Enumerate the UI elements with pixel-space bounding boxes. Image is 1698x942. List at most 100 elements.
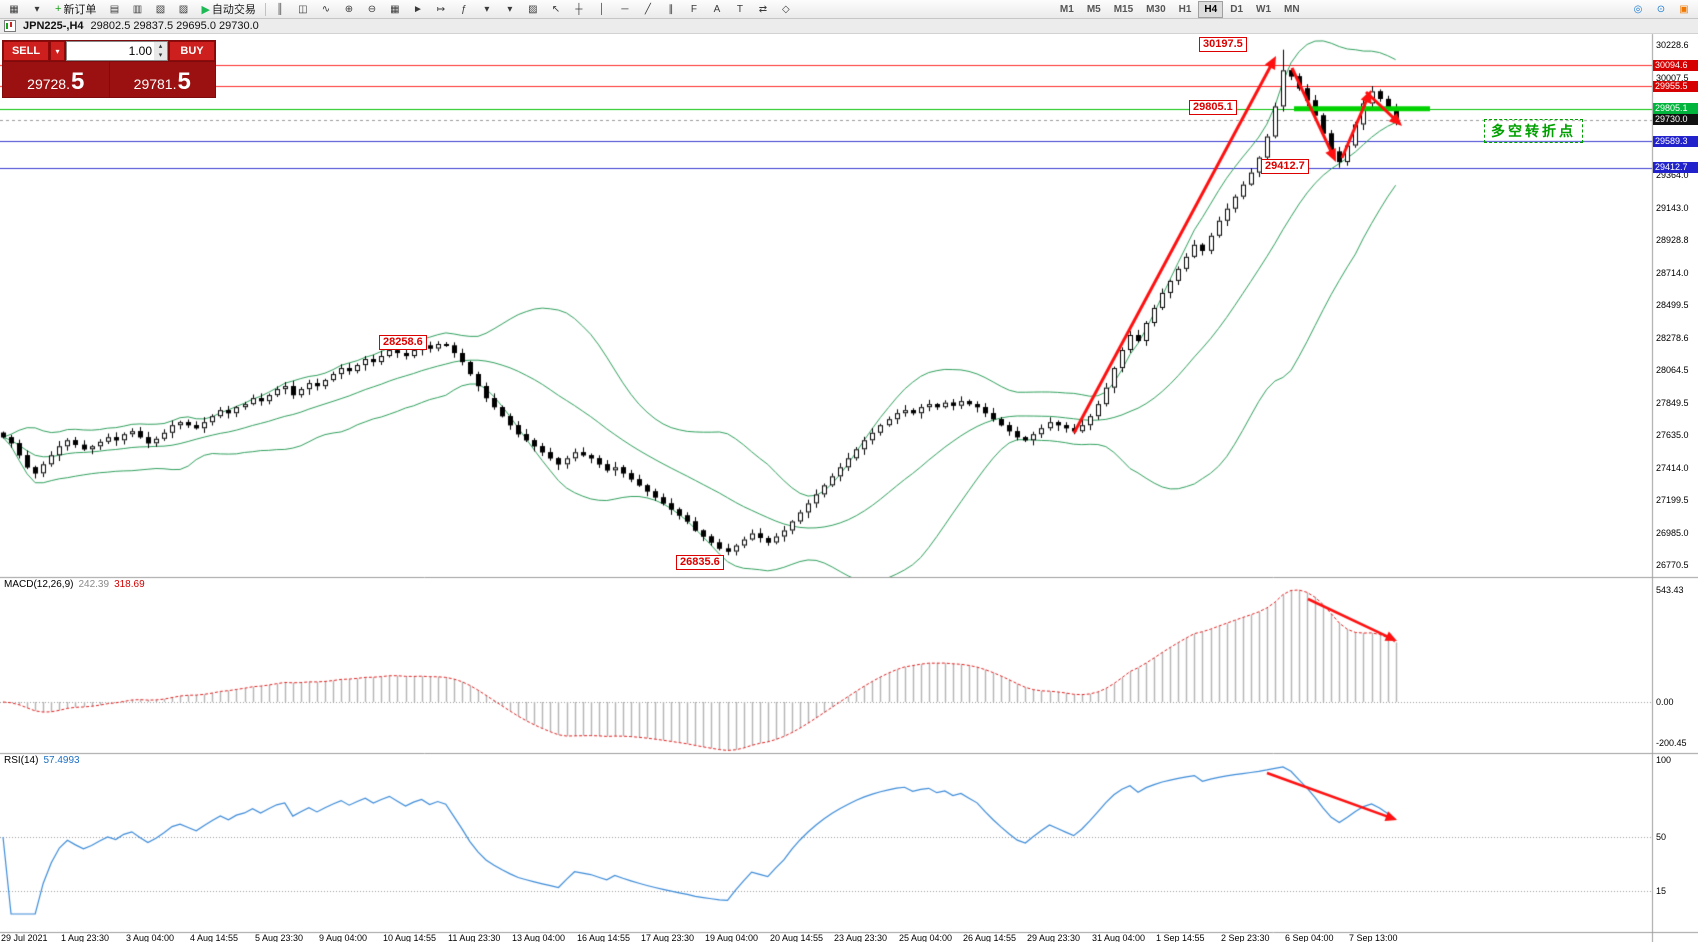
cursor-icon: ↖ [551, 3, 561, 15]
shapes-icon: ◇ [782, 3, 790, 15]
trendline-icon[interactable]: ╱ [637, 0, 659, 18]
volume-spinner: ▴ ▾ [154, 42, 167, 60]
candles-chart-icon[interactable]: ◫ [292, 0, 314, 18]
price-annotation-label[interactable]: 26835.6 [676, 555, 724, 570]
time-axis-label: 13 Aug 04:00 [512, 933, 566, 942]
price-tick-label: 26770.5 [1656, 560, 1689, 570]
autotrading-button-label: 自动交易 [211, 4, 256, 16]
turning-point-annotation[interactable]: 多空转折点 [1484, 119, 1583, 143]
indicators-dropdown-icon[interactable]: ▾ [476, 0, 498, 18]
sell-price-main: 29728. [27, 76, 70, 92]
bars-chart-icon[interactable]: ║ [269, 0, 291, 18]
text-icon[interactable]: A [706, 0, 728, 18]
indicators-icon[interactable]: ƒ [453, 0, 475, 18]
timeframe-d1-button[interactable]: D1 [1230, 3, 1244, 15]
one-click-prices-row: 29728. 5 29781. 5 [3, 62, 215, 97]
zoom-in-icon[interactable]: ⊕ [338, 0, 360, 18]
toolbar-timeframes-group: M1 M5 M15 M30 H1 H4 D1 W1 MN [1054, 0, 1306, 18]
navigator-icon[interactable]: ▧ [149, 0, 171, 18]
new-order-button-icon: + [55, 3, 62, 15]
zoom-out-icon[interactable]: ⊖ [361, 0, 383, 18]
buy-price-main: 29781. [133, 76, 177, 92]
time-axis-label: 19 Aug 04:00 [705, 933, 759, 942]
terminal-icon[interactable]: ▨ [172, 0, 194, 18]
new-order-button[interactable]: + 新订单 [49, 0, 102, 18]
buy-price[interactable]: 29781. 5 [109, 62, 215, 97]
community-icon[interactable]: ◎ [1627, 0, 1649, 18]
search-icon[interactable]: ⊙ [1650, 0, 1672, 18]
price-annotation-label[interactable]: 30197.5 [1199, 37, 1247, 52]
new-order-button-label: 新订单 [63, 4, 97, 16]
price-annotation-label[interactable]: 29805.1 [1189, 100, 1237, 115]
price-tick-label: 27414.0 [1656, 463, 1689, 474]
timeframe-m5-button[interactable]: M5 [1086, 3, 1101, 15]
shapes-icon[interactable]: ◇ [775, 0, 797, 18]
price-tick-label: 27635.0 [1656, 430, 1689, 440]
search-icon: ⊙ [1656, 3, 1666, 15]
chart-tab-icon [4, 20, 16, 32]
price-tick-label: 28928.8 [1656, 235, 1689, 246]
vertical-line-icon: │ [598, 3, 606, 15]
timeframe-m1-button[interactable]: M1 [1059, 3, 1074, 15]
arrows-tool-icon: ⇄ [758, 3, 768, 15]
arrows-tool-icon[interactable]: ⇄ [752, 0, 774, 18]
zoom-out-icon: ⊖ [367, 3, 377, 15]
fibonacci-icon[interactable]: F [683, 0, 705, 18]
price-annotation-label[interactable]: 29412.7 [1261, 159, 1309, 174]
time-axis-label: 29 Aug 23:30 [1027, 933, 1081, 942]
timeframe-w1-button[interactable]: W1 [1256, 3, 1272, 15]
channel-icon[interactable]: ∥ [660, 0, 682, 18]
timeframe-h1-button[interactable]: H1 [1178, 3, 1192, 15]
label-icon[interactable]: T [729, 0, 751, 18]
timeframe-m15-button[interactable]: M15 [1113, 3, 1134, 15]
cursor-icon[interactable]: ↖ [545, 0, 567, 18]
market-watch-icon[interactable]: ▤ [103, 0, 125, 18]
line-chart-icon[interactable]: ∿ [315, 0, 337, 18]
time-axis-label: 17 Aug 23:30 [641, 933, 695, 942]
volume-down-icon[interactable]: ▾ [158, 52, 163, 59]
macd-axis-label: 543.43 [1656, 585, 1684, 595]
periods-dropdown-icon[interactable]: ▾ [499, 0, 521, 18]
tile-windows-icon: ▦ [390, 3, 400, 15]
price-annotation-label[interactable]: 28258.6 [379, 335, 427, 350]
volume-up-icon[interactable]: ▴ [158, 43, 163, 50]
price-tick-label: 26985.0 [1656, 527, 1689, 538]
time-axis-label: 16 Aug 14:55 [577, 933, 631, 942]
templates-icon: ▨ [528, 3, 538, 15]
price-level-flag: 29730.0 [1653, 114, 1698, 126]
macd-axis-label: 0.00 [1656, 697, 1674, 707]
crosshair-icon[interactable]: ┼ [568, 0, 590, 18]
charts-icon[interactable]: ▦ [3, 0, 25, 18]
vertical-line-icon[interactable]: │ [591, 0, 613, 18]
rsi-axis-label: 15 [1656, 886, 1667, 896]
chart-shift-icon[interactable]: ↦ [430, 0, 452, 18]
main-toolbar: ▦ ▾ + 新订单 ▤ ▥ ▧ ▨ ▶ 自动交易 ║ ◫ ∿ ⊕ ⊖ ▦ ► ↦ ƒ ▾ ▾ ▨ ↖ ┼ │ ─ ╱ ∥ F A T ⇄ ◇ … [0, 0, 1698, 19]
autotrading-button[interactable]: ▶ 自动交易 [195, 0, 261, 18]
buy-button[interactable]: BUY [169, 41, 215, 61]
data-window-icon[interactable]: ▥ [126, 0, 148, 18]
tile-windows-icon[interactable]: ▦ [384, 0, 406, 18]
time-axis-label: 11 Aug 23:30 [448, 933, 501, 942]
rsi-label: RSI(14) 57.4993 [4, 755, 80, 766]
notification-icon[interactable]: ▣ [1673, 0, 1695, 18]
auto-scroll-icon[interactable]: ► [407, 0, 429, 18]
sell-price[interactable]: 29728. 5 [3, 62, 109, 97]
text-icon: A [713, 3, 721, 15]
templates-icon[interactable]: ▨ [522, 0, 544, 18]
sell-button[interactable]: SELL [3, 41, 49, 61]
navigator-icon: ▧ [155, 3, 166, 15]
timeframe-m30-button[interactable]: M30 [1146, 3, 1166, 15]
timeframe-mn-button[interactable]: MN [1284, 3, 1300, 15]
toolbar-separator [264, 2, 266, 16]
price-level-flag: 30094.6 [1653, 59, 1698, 71]
timeframe-h4-button[interactable]: H4 [1198, 0, 1224, 18]
time-axis-label: 4 Aug 14:55 [190, 933, 239, 942]
time-axis-label: 26 Aug 14:55 [963, 933, 1017, 942]
order-type-dropdown[interactable]: ▾ [50, 41, 65, 61]
price-level-flag: 29589.3 [1653, 135, 1698, 147]
volume-input[interactable] [67, 42, 154, 60]
toolbar-tools-group: ║ ◫ ∿ ⊕ ⊖ ▦ ► ↦ ƒ ▾ ▾ ▨ ↖ ┼ │ ─ ╱ ∥ F A T ⇄ ◇ [269, 0, 797, 18]
horizontal-line-icon[interactable]: ─ [614, 0, 636, 18]
chart-dropdown-icon[interactable]: ▾ [26, 0, 48, 18]
